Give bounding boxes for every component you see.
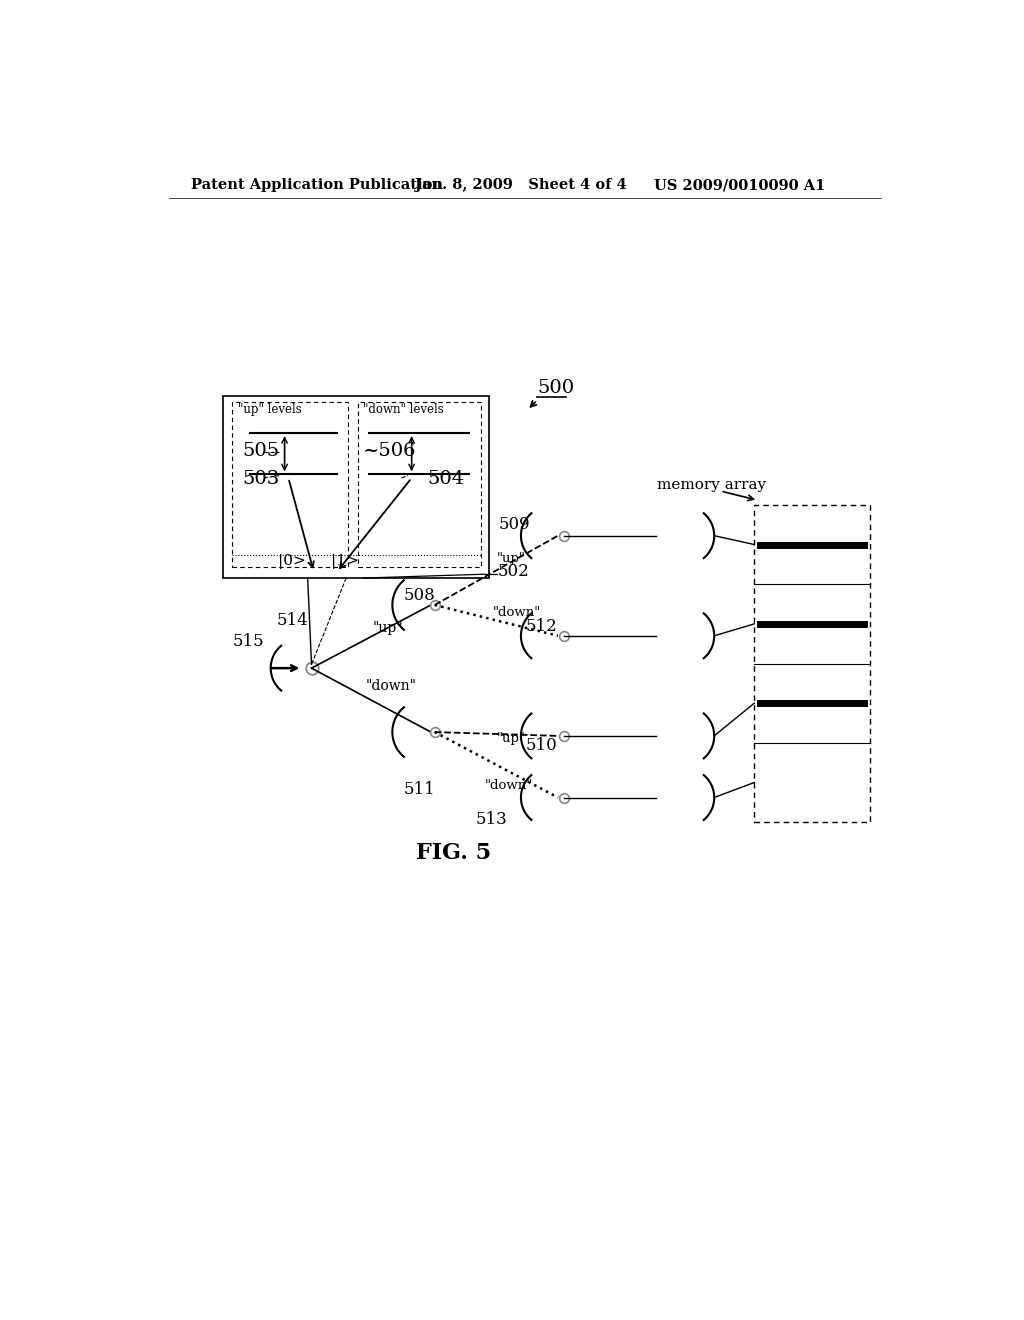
Text: "up": "up" xyxy=(497,733,525,746)
Text: 514: 514 xyxy=(276,612,308,628)
Text: US 2009/0010090 A1: US 2009/0010090 A1 xyxy=(654,178,825,193)
FancyBboxPatch shape xyxy=(357,403,481,566)
Text: "up": "up" xyxy=(373,622,403,635)
Text: 513: 513 xyxy=(475,810,507,828)
FancyBboxPatch shape xyxy=(232,403,348,566)
Text: "down": "down" xyxy=(366,678,417,693)
Text: "up" levels: "up" levels xyxy=(239,403,302,416)
Bar xyxy=(223,396,488,578)
Text: Patent Application Publication: Patent Application Publication xyxy=(190,178,442,193)
Text: 511: 511 xyxy=(403,781,435,799)
Text: 515: 515 xyxy=(232,632,264,649)
Text: "down" levels: "down" levels xyxy=(364,403,443,416)
Text: 509: 509 xyxy=(499,516,530,533)
Text: 508: 508 xyxy=(403,587,435,605)
Text: 512: 512 xyxy=(525,618,557,635)
Text: |1>: |1> xyxy=(331,553,358,569)
Text: 502: 502 xyxy=(498,564,529,581)
Text: 504: 504 xyxy=(427,470,464,488)
Text: |0>: |0> xyxy=(279,553,306,569)
Bar xyxy=(755,506,869,822)
Text: 503: 503 xyxy=(243,470,280,488)
Text: 500: 500 xyxy=(538,379,574,397)
Text: memory array: memory array xyxy=(657,478,766,492)
Text: "down": "down" xyxy=(484,779,534,792)
Text: 510: 510 xyxy=(525,737,557,754)
Text: ~506: ~506 xyxy=(364,442,417,459)
Text: 505: 505 xyxy=(243,442,280,459)
Text: "up": "up" xyxy=(497,552,525,565)
Text: Jan. 8, 2009   Sheet 4 of 4: Jan. 8, 2009 Sheet 4 of 4 xyxy=(416,178,628,193)
Text: FIG. 5: FIG. 5 xyxy=(417,842,492,865)
Text: "down": "down" xyxy=(493,606,541,619)
